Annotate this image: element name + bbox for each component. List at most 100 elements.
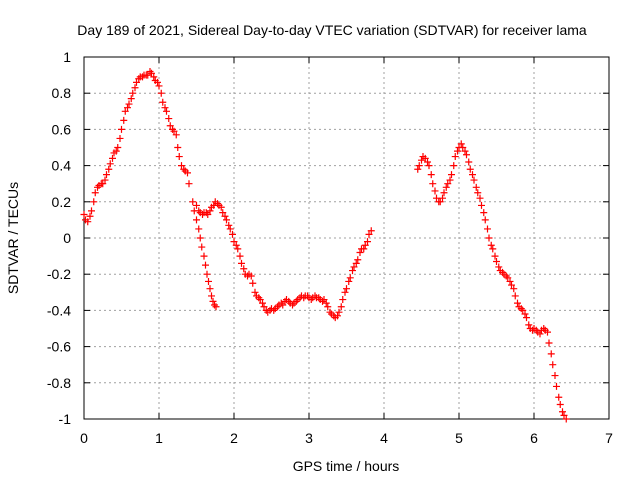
data-series-segment-1 bbox=[80, 67, 193, 226]
data-point bbox=[364, 238, 371, 246]
data-point bbox=[461, 147, 469, 155]
data-point bbox=[236, 252, 244, 260]
data-point bbox=[470, 176, 478, 184]
data-point bbox=[155, 82, 163, 90]
data-point bbox=[549, 361, 557, 369]
data-point bbox=[198, 243, 206, 251]
data-point bbox=[506, 277, 514, 285]
y-tick-label: -0.6 bbox=[47, 339, 71, 355]
data-point bbox=[439, 194, 446, 202]
data-point bbox=[547, 350, 555, 358]
data-series-segment-3 bbox=[190, 207, 220, 311]
data-point bbox=[260, 303, 268, 311]
data-point bbox=[103, 171, 110, 179]
data-point bbox=[238, 259, 245, 267]
data-point bbox=[343, 285, 350, 293]
y-tick-label: -0.8 bbox=[47, 375, 71, 391]
data-point bbox=[161, 104, 169, 112]
data-point bbox=[131, 84, 139, 92]
data-point bbox=[217, 203, 225, 211]
data-point bbox=[170, 127, 178, 135]
data-point bbox=[436, 198, 444, 206]
x-axis-tick-labels: 0 1 2 3 4 5 6 7 bbox=[80, 430, 613, 446]
data-point bbox=[478, 201, 485, 209]
data-point bbox=[476, 194, 484, 202]
data-point bbox=[523, 314, 530, 322]
data-point bbox=[230, 238, 238, 246]
data-point bbox=[425, 162, 433, 170]
data-point bbox=[84, 218, 92, 226]
x-tick-label: 1 bbox=[155, 430, 163, 446]
data-point bbox=[112, 147, 120, 155]
x-tick-label: 5 bbox=[455, 430, 463, 446]
data-point bbox=[125, 100, 133, 108]
data-point bbox=[545, 339, 553, 347]
data-point bbox=[339, 296, 347, 304]
chart-title: Day 189 of 2021, Sidereal Day-to-day VTE… bbox=[77, 22, 587, 38]
data-point bbox=[442, 183, 450, 191]
data-point bbox=[457, 140, 465, 148]
data-point bbox=[223, 216, 230, 224]
data-point bbox=[88, 207, 95, 215]
data-point bbox=[356, 248, 364, 256]
data-point bbox=[354, 256, 362, 264]
data-point bbox=[361, 241, 369, 249]
y-axis-tick-labels: 1 0.8 0.6 0.4 0.2 0 -0.2 -0.4 -0.6 -0.8 -1 bbox=[47, 49, 71, 427]
data-point bbox=[221, 212, 229, 220]
data-point bbox=[427, 171, 435, 179]
data-point bbox=[335, 308, 343, 316]
data-point bbox=[560, 411, 568, 419]
y-tick-label: -0.4 bbox=[47, 302, 71, 318]
data-point bbox=[193, 216, 200, 224]
data-point bbox=[448, 171, 455, 179]
data-point bbox=[91, 189, 99, 197]
data-point bbox=[163, 107, 170, 115]
data-point bbox=[450, 162, 458, 170]
data-point bbox=[133, 78, 140, 86]
y-tick-label: 1 bbox=[63, 49, 71, 65]
data-point bbox=[159, 98, 167, 106]
data-point bbox=[189, 198, 197, 206]
data-point bbox=[466, 165, 474, 173]
data-point bbox=[190, 207, 198, 215]
data-point bbox=[429, 180, 437, 188]
data-point bbox=[495, 263, 503, 271]
x-tick-label: 4 bbox=[380, 430, 388, 446]
data-point bbox=[444, 180, 452, 188]
data-point bbox=[472, 183, 480, 191]
data-point bbox=[440, 189, 448, 197]
data-point bbox=[525, 321, 533, 329]
data-point bbox=[536, 330, 544, 338]
data-point bbox=[493, 258, 500, 266]
data-point bbox=[202, 261, 209, 269]
y-axis-label: SDTVAR / TECUs bbox=[5, 182, 21, 294]
data-point bbox=[485, 234, 493, 242]
y-tick-label: -0.2 bbox=[47, 266, 71, 282]
data-point bbox=[175, 153, 183, 161]
x-tick-label: 7 bbox=[605, 430, 613, 446]
y-tick-label: 0.6 bbox=[52, 121, 72, 137]
data-point bbox=[489, 245, 497, 253]
data-point bbox=[109, 154, 116, 162]
data-point bbox=[514, 299, 521, 307]
data-point bbox=[511, 292, 519, 300]
data-point bbox=[556, 401, 564, 409]
data-series-segment-4 bbox=[414, 140, 570, 423]
data-point bbox=[80, 210, 88, 218]
data-point bbox=[209, 297, 217, 305]
data-point bbox=[504, 274, 512, 282]
data-point bbox=[121, 107, 129, 115]
data-point bbox=[324, 303, 332, 311]
y-tick-label: 0.8 bbox=[52, 85, 72, 101]
data-point bbox=[219, 209, 227, 217]
data-point bbox=[208, 292, 215, 300]
data-point bbox=[154, 78, 161, 86]
data-point bbox=[172, 131, 180, 139]
data-point bbox=[120, 116, 128, 124]
data-point bbox=[349, 267, 356, 275]
data-point bbox=[144, 71, 152, 79]
data-point bbox=[212, 303, 220, 311]
data-point bbox=[259, 299, 266, 307]
data-point bbox=[279, 301, 287, 309]
